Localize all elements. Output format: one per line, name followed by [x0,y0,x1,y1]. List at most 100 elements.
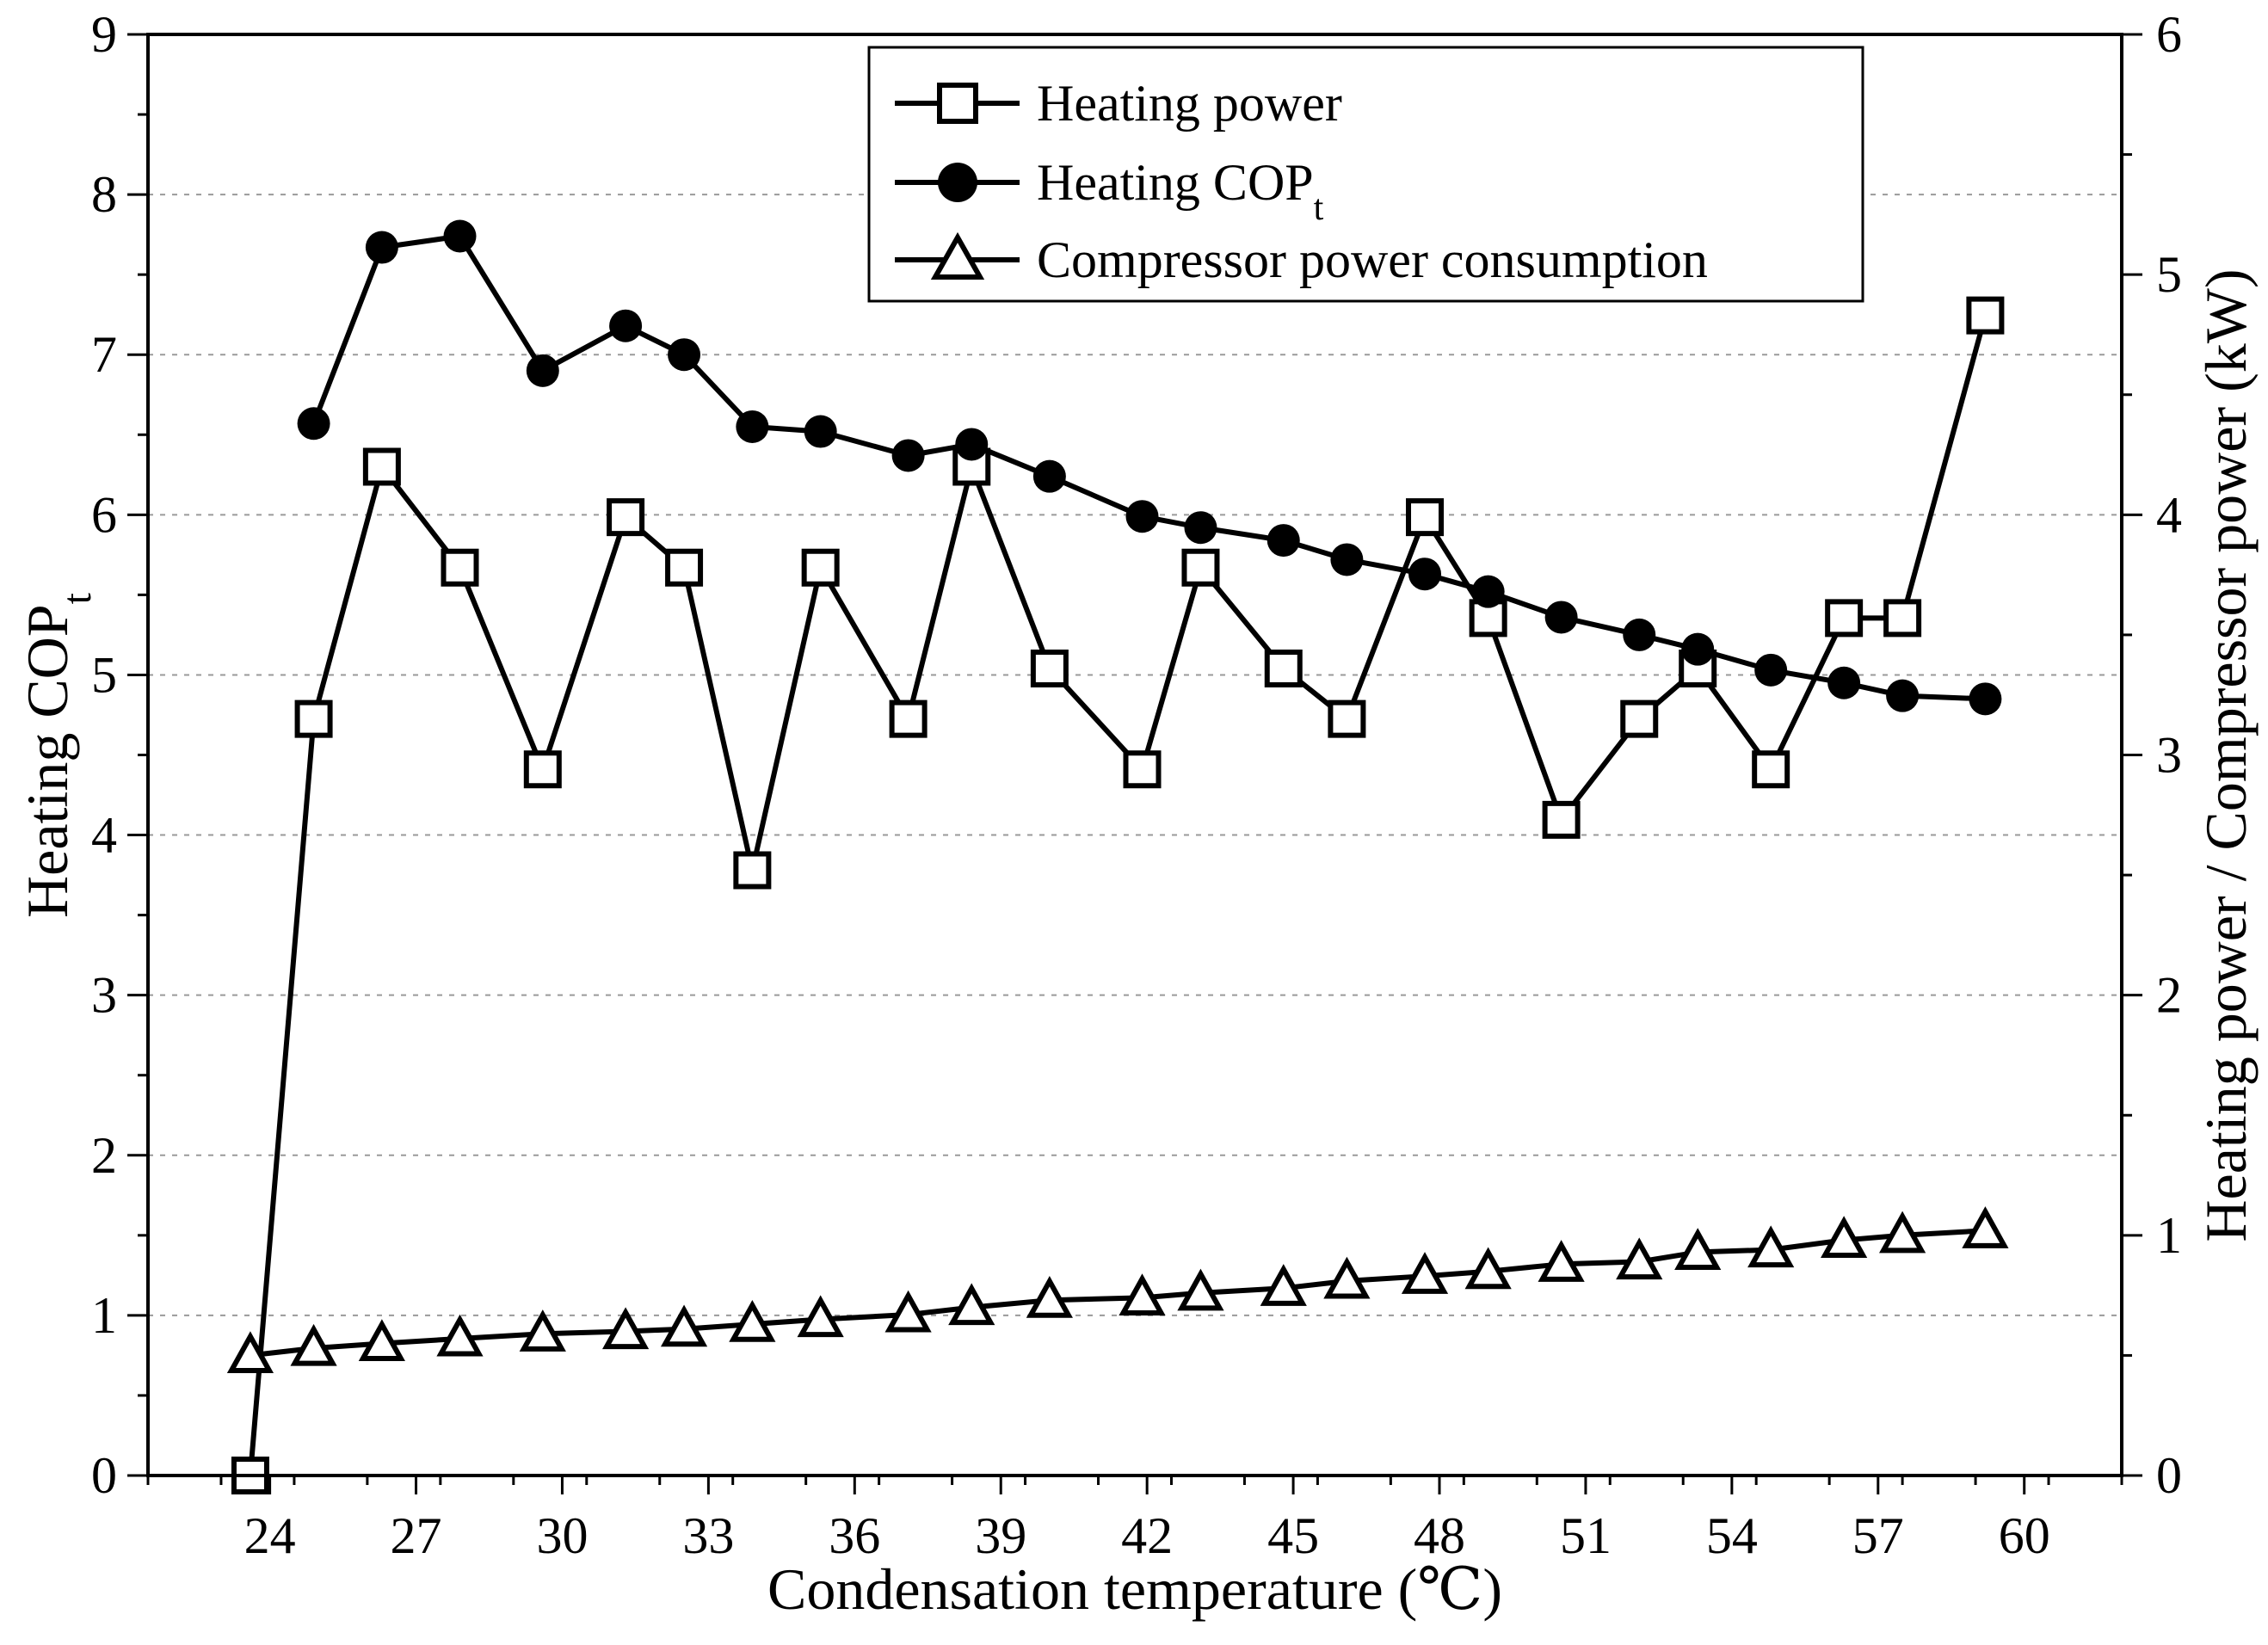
x-tick-label: 57 [1852,1507,1904,1564]
x-tick-label: 39 [975,1507,1026,1564]
x-tick-label: 60 [1999,1507,2050,1564]
x-tick-label: 42 [1121,1507,1173,1564]
right-tick-label: 0 [2156,1447,2182,1504]
point-heating-power [1181,548,1220,587]
series-line-heating-power [247,314,1988,1476]
right-tick-label: 4 [2156,486,2182,543]
left-tick-label: 8 [91,166,117,223]
x-axis-title: Condensation temperature (℃) [767,1556,1502,1622]
point-heating-cop [297,407,330,441]
legend-label-heating-cop: Heating COPt [1037,154,1324,228]
point-compressor-power-consumption [1747,1225,1795,1268]
point-compressor-power-consumption [1879,1211,1926,1254]
left-tick-label: 3 [91,967,117,1024]
point-compressor-power-consumption [1323,1256,1371,1299]
legend-label-heating-power: Heating power [1037,75,1342,132]
point-heating-power [665,548,704,587]
point-heating-cop [1267,524,1300,558]
point-compressor-power-consumption [729,1299,776,1342]
point-heating-power [523,750,562,789]
point-heating-cop [526,354,559,387]
point-heating-power [801,548,840,587]
left-tick-label: 4 [91,807,117,864]
right-tick-label: 2 [2156,967,2182,1024]
point-compressor-power-consumption [1026,1276,1073,1318]
series-line-compressor-power-consumption [250,1228,1986,1359]
left-tick-label: 0 [91,1447,117,1504]
point-compressor-power-consumption [290,1323,337,1366]
point-heating-cop [609,309,643,342]
legend-marker-open-triangle [930,231,985,280]
point-heating-power [1406,498,1445,537]
point-heating-cop [736,410,769,443]
series-line-heating-cop [311,233,1986,702]
point-compressor-power-consumption [226,1331,274,1374]
point-compressor-power-consumption [1119,1273,1166,1316]
point-compressor-power-consumption [519,1309,566,1352]
point-heating-power [1264,650,1303,687]
left-tick-label: 1 [91,1287,117,1344]
point-heating-power [733,851,772,890]
right-tick-label: 5 [2156,246,2182,303]
point-compressor-power-consumption [948,1283,995,1326]
point-compressor-power-consumption [1401,1252,1449,1294]
point-heating-cop [443,219,477,253]
point-compressor-power-consumption [1260,1264,1307,1306]
point-compressor-power-consumption [1538,1240,1585,1282]
point-compressor-power-consumption [358,1319,405,1362]
point-heating-power [1620,699,1659,738]
point-heating-cop [1184,511,1217,545]
left-tick-label: 7 [91,326,117,383]
point-compressor-power-consumption [884,1290,932,1333]
point-heating-power [1825,599,1864,638]
x-tick-label: 45 [1267,1507,1319,1564]
point-heating-power [441,548,479,587]
x-tick-label: 51 [1560,1507,1612,1564]
point-heating-power [294,699,333,738]
x-tick-label: 54 [1706,1507,1758,1564]
point-heating-power [1966,296,2005,335]
point-heating-cop [1471,575,1505,608]
right-tick-label: 1 [2156,1207,2182,1264]
point-compressor-power-consumption [1616,1237,1663,1280]
point-heating-cop [1754,653,1788,687]
point-heating-power [889,699,928,738]
point-heating-cop [1125,500,1159,533]
legend-marker-open-square [937,83,978,124]
point-heating-cop [955,428,989,461]
left-tick-label: 2 [91,1127,117,1184]
legend-box [867,46,1864,303]
point-heating-power [1328,699,1366,738]
axis-ticks: 24 27 30 33 36 39 42 45 48 51 54 57 6001234567890123… [91,6,2182,1564]
point-heating-power [1030,650,1069,687]
point-compressor-power-consumption [1821,1216,1868,1259]
x-tick-label: 27 [391,1507,442,1564]
point-compressor-power-consumption [601,1307,650,1350]
point-heating-power [1883,599,1922,638]
point-compressor-power-consumption [660,1304,708,1347]
legend-label-heating-cop-sub: t [1314,188,1324,228]
point-heating-cop [1969,682,2002,716]
point-compressor-power-consumption [1962,1206,2009,1248]
point-heating-cop [891,439,925,472]
x-tick-label: 30 [536,1507,588,1564]
point-compressor-power-consumption [1177,1268,1224,1311]
left-tick-label: 9 [91,6,117,63]
left-axis-title: Heating COPt [15,592,100,918]
point-heating-power [362,447,401,486]
right-axis-title: Heating power / Compressor power (kW) [2193,268,2259,1241]
point-heating-power [1542,800,1581,839]
point-heating-cop [365,231,398,264]
point-heating-cop [1408,558,1442,591]
left-axis-title-main: Heating COP [15,604,80,918]
point-compressor-power-consumption [1674,1228,1722,1270]
point-heating-cop [1330,543,1364,576]
x-tick-label: 33 [682,1507,734,1564]
point-heating-power [1752,750,1790,789]
point-heating-cop [1032,459,1066,493]
point-heating-cop [804,415,837,448]
point-compressor-power-consumption [797,1295,844,1338]
x-tick-label: 24 [244,1507,296,1564]
point-heating-cop [668,338,701,372]
